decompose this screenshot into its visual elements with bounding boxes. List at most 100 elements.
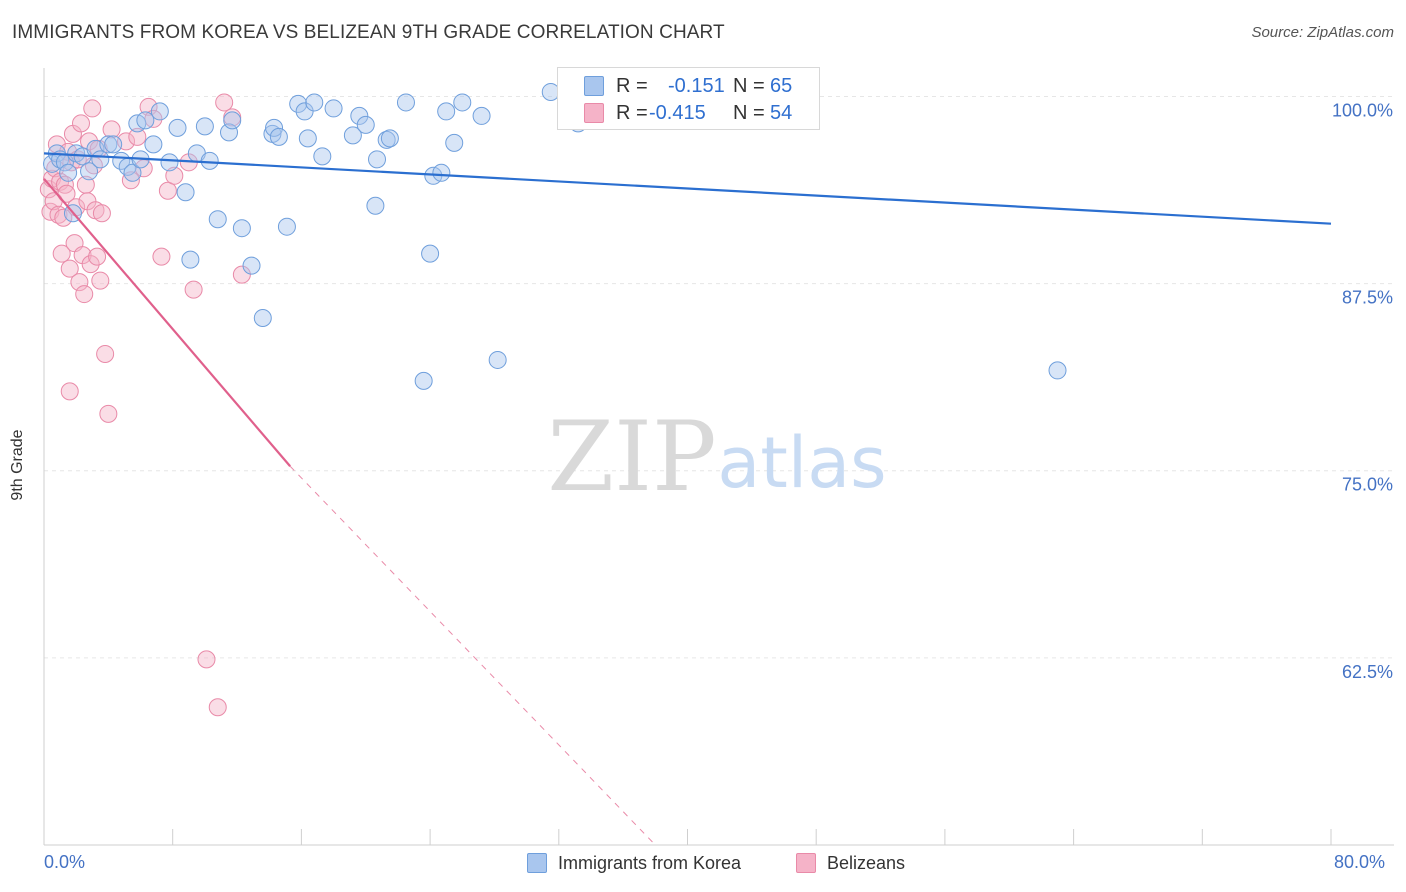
legend-row-belizeans: R = -0.415 N = 54 — [558, 100, 819, 127]
belizeans-point — [197, 650, 216, 669]
belizeans-point — [55, 175, 74, 194]
korea-point — [356, 115, 375, 134]
bottom-legend-swatch-belizeans — [796, 853, 816, 873]
belizeans-point — [128, 127, 147, 146]
korea-point — [195, 117, 214, 136]
korea-point — [445, 133, 464, 152]
korea-point — [208, 210, 227, 229]
korea-point — [453, 93, 472, 112]
belizeans-point — [96, 344, 115, 363]
belizeans-point — [88, 247, 107, 266]
korea-points — [43, 82, 1067, 390]
korea-point — [368, 150, 387, 169]
korea-point — [432, 163, 451, 182]
legend-swatch-belizeans — [584, 103, 604, 123]
korea-point — [380, 129, 399, 148]
legend-n-label: N = — [733, 102, 765, 124]
legend-n-value: 65 — [770, 75, 793, 97]
legend-r-value: -0.151 — [668, 75, 725, 97]
belizeans-point — [81, 255, 100, 274]
korea-point — [232, 219, 251, 238]
korea-point — [59, 163, 78, 182]
korea-point — [99, 135, 118, 154]
belizeans-point — [121, 171, 140, 190]
y-axis-label: 9th Grade — [9, 429, 26, 501]
korea-point — [377, 130, 396, 149]
korea-point — [223, 111, 242, 130]
watermark-atlas: atlas — [717, 422, 886, 504]
belizeans-point — [139, 97, 158, 116]
korea-point — [176, 183, 195, 202]
belizeans-point — [91, 271, 110, 290]
y-tick-label: 100.0% — [1332, 100, 1393, 120]
korea-point — [289, 94, 308, 113]
korea-point — [350, 106, 369, 125]
bottom-legend-label-korea: Immigrants from Korea — [558, 853, 742, 873]
belizeans-point — [232, 265, 251, 284]
korea-point — [91, 150, 110, 169]
korea-point — [295, 102, 314, 121]
x-tick-label-max: 80.0% — [1334, 852, 1386, 872]
belizeans-point — [215, 93, 234, 112]
korea-point — [1048, 361, 1067, 380]
legend-n-label: N = — [733, 75, 765, 97]
belizeans-point — [208, 698, 227, 717]
bottom-legend-label-belizeans: Belizeans — [827, 853, 906, 873]
korea-point — [488, 350, 507, 369]
korea-point — [437, 102, 456, 121]
korea-point — [343, 126, 362, 145]
korea-point — [366, 196, 385, 215]
korea-point — [313, 147, 332, 166]
korea-point — [181, 250, 200, 269]
belizeans-point — [70, 273, 89, 292]
belizeans-point — [184, 280, 203, 299]
belizeans-point — [102, 120, 121, 139]
belizeans-point — [80, 132, 99, 151]
belizeans-trend-extension — [289, 465, 656, 846]
korea-point — [104, 135, 123, 154]
grid-lines — [44, 95, 1394, 659]
belizeans-point — [49, 205, 68, 224]
y-tick-labels: 62.5% 75.0% 87.5% 100.0% — [1332, 100, 1393, 681]
y-tick-label: 62.5% — [1342, 662, 1393, 682]
korea-point — [396, 93, 415, 112]
belizeans-point — [54, 208, 73, 227]
legend-swatch-korea — [584, 76, 604, 96]
korea-point — [144, 135, 163, 154]
belizeans-point — [83, 99, 102, 118]
belizeans-point — [92, 204, 111, 223]
korea-point — [160, 153, 179, 172]
x-tick-label-min: 0.0% — [44, 852, 86, 872]
korea-point — [168, 118, 187, 137]
korea-point — [150, 102, 169, 121]
korea-point — [472, 106, 491, 125]
legend-r-label: R = — [616, 75, 648, 97]
korea-point — [200, 151, 219, 170]
korea-point — [220, 123, 239, 142]
belizeans-point — [165, 166, 184, 185]
legend-r-label: R = — [616, 102, 648, 124]
korea-trend-line — [43, 152, 1332, 225]
trend-lines — [43, 152, 1332, 846]
belizeans-point — [75, 285, 94, 304]
watermark: ZIP atlas — [547, 401, 886, 513]
korea-point — [421, 244, 440, 263]
korea-point — [298, 129, 317, 148]
belizeans-point — [99, 404, 118, 423]
korea-point — [324, 99, 343, 118]
korea-point — [277, 217, 296, 236]
korea-point — [265, 118, 284, 137]
korea-point — [414, 371, 433, 390]
belizeans-point — [60, 259, 79, 278]
axes — [43, 68, 1394, 846]
belizeans-point — [158, 181, 177, 200]
belizeans-point — [152, 247, 171, 266]
korea-point — [305, 93, 324, 112]
source-label: Source: ZipAtlas.com — [1251, 24, 1394, 41]
y-tick-label: 87.5% — [1342, 288, 1393, 308]
correlation-legend: R = -0.151 N = 65 R = -0.415 N = 54 — [557, 67, 820, 130]
bottom-legend-swatch-korea — [527, 853, 547, 873]
korea-point — [269, 127, 288, 146]
watermark-zip: ZIP — [547, 401, 716, 513]
